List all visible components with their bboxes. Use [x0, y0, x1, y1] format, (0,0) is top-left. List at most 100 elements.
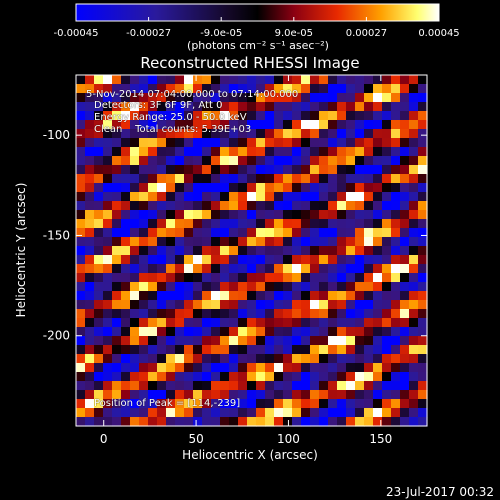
heatmap-cell [328, 228, 338, 238]
heatmap-cell [301, 84, 311, 94]
heatmap-cell [373, 120, 383, 130]
heatmap-cell [382, 381, 392, 391]
heatmap-cell [265, 282, 275, 292]
heatmap-cell [103, 264, 113, 274]
heatmap-cell [139, 327, 149, 337]
heatmap-cell [391, 75, 401, 85]
heatmap-cell [247, 255, 257, 265]
heatmap-cell [292, 372, 302, 382]
heatmap-cell [265, 381, 275, 391]
heatmap-cell [247, 381, 257, 391]
heatmap-cell [400, 399, 410, 409]
heatmap-cell [76, 93, 86, 103]
heatmap-cell [382, 282, 392, 292]
heatmap-cell [346, 273, 356, 283]
heatmap-cell [139, 381, 149, 391]
heatmap-cell [364, 354, 374, 364]
heatmap-cell [139, 120, 149, 130]
heatmap-cell [382, 147, 392, 157]
heatmap-cell [274, 120, 284, 130]
annotation-energy-range: Energy Range: 25.0 - 50.0 keV [94, 112, 247, 123]
heatmap-cell [202, 120, 212, 130]
heatmap-cell [238, 372, 248, 382]
heatmap-cell [418, 372, 428, 382]
heatmap-cell [400, 363, 410, 373]
heatmap-cell [184, 147, 194, 157]
heatmap-cell [121, 354, 131, 364]
heatmap-cell [229, 192, 239, 202]
heatmap-cell [256, 210, 266, 220]
heatmap-cell [400, 237, 410, 247]
heatmap-cell [220, 156, 230, 166]
heatmap-cell [409, 327, 419, 337]
heatmap-cell [418, 111, 428, 121]
heatmap-cell [364, 264, 374, 274]
heatmap-cell [76, 264, 86, 274]
y-tick-label: -200 [43, 329, 70, 343]
heatmap-cell [400, 246, 410, 256]
heatmap-cell [301, 264, 311, 274]
heatmap-cell [166, 102, 176, 112]
heatmap-cell [166, 408, 176, 418]
heatmap-cell [157, 273, 167, 283]
heatmap-cell [256, 75, 266, 85]
heatmap-cell [265, 201, 275, 211]
heatmap-cell [400, 156, 410, 166]
x-tick-label: 150 [369, 432, 392, 446]
heatmap-cell [85, 246, 95, 256]
heatmap-cell [112, 273, 122, 283]
heatmap-cell [238, 273, 248, 283]
heatmap-cell [211, 75, 221, 85]
heatmap-cell [166, 129, 176, 139]
heatmap-cell [130, 372, 140, 382]
heatmap-cell [184, 327, 194, 337]
heatmap-cell [256, 318, 266, 328]
heatmap-cell [76, 300, 86, 310]
heatmap-cell [94, 264, 104, 274]
heatmap-cell [337, 219, 347, 229]
heatmap-cell [229, 417, 239, 427]
heatmap-cell [346, 318, 356, 328]
heatmap-cell [346, 255, 356, 265]
heatmap-cell [238, 336, 248, 346]
heatmap-cell [112, 327, 122, 337]
heatmap-cell [310, 399, 320, 409]
heatmap-cell [328, 210, 338, 220]
heatmap-cell [391, 309, 401, 319]
heatmap-cell [418, 210, 428, 220]
heatmap-cell [238, 84, 248, 94]
heatmap-cell [184, 129, 194, 139]
heatmap-cell [319, 318, 329, 328]
heatmap-cell [373, 282, 383, 292]
heatmap-cell [373, 246, 383, 256]
heatmap-cell [202, 93, 212, 103]
heatmap-cell [238, 417, 248, 427]
heatmap-cell [274, 93, 284, 103]
heatmap-cell [112, 120, 122, 130]
heatmap-cell [112, 138, 122, 148]
heatmap-cell [292, 183, 302, 193]
heatmap-cell [328, 390, 338, 400]
heatmap-cell [247, 318, 257, 328]
heatmap-cell [355, 228, 365, 238]
heatmap-cell [121, 282, 131, 292]
heatmap-cell [211, 210, 221, 220]
heatmap-cell [400, 138, 410, 148]
heatmap-cell [85, 363, 95, 373]
heatmap-cell [292, 255, 302, 265]
colorbar-tick-label: 0.00027 [346, 28, 387, 39]
heatmap-cell [157, 84, 167, 94]
heatmap-cell [166, 345, 176, 355]
heatmap-cell [310, 381, 320, 391]
heatmap-cell [382, 336, 392, 346]
heatmap-cell [247, 174, 257, 184]
heatmap-cell [85, 75, 95, 85]
heatmap-cell [256, 282, 266, 292]
heatmap-cell [373, 138, 383, 148]
heatmap-cell [292, 408, 302, 418]
heatmap-cell [229, 75, 239, 85]
heatmap-cell [193, 156, 203, 166]
heatmap-cell [175, 237, 185, 247]
heatmap-cell [364, 291, 374, 301]
heatmap-cell [130, 138, 140, 148]
